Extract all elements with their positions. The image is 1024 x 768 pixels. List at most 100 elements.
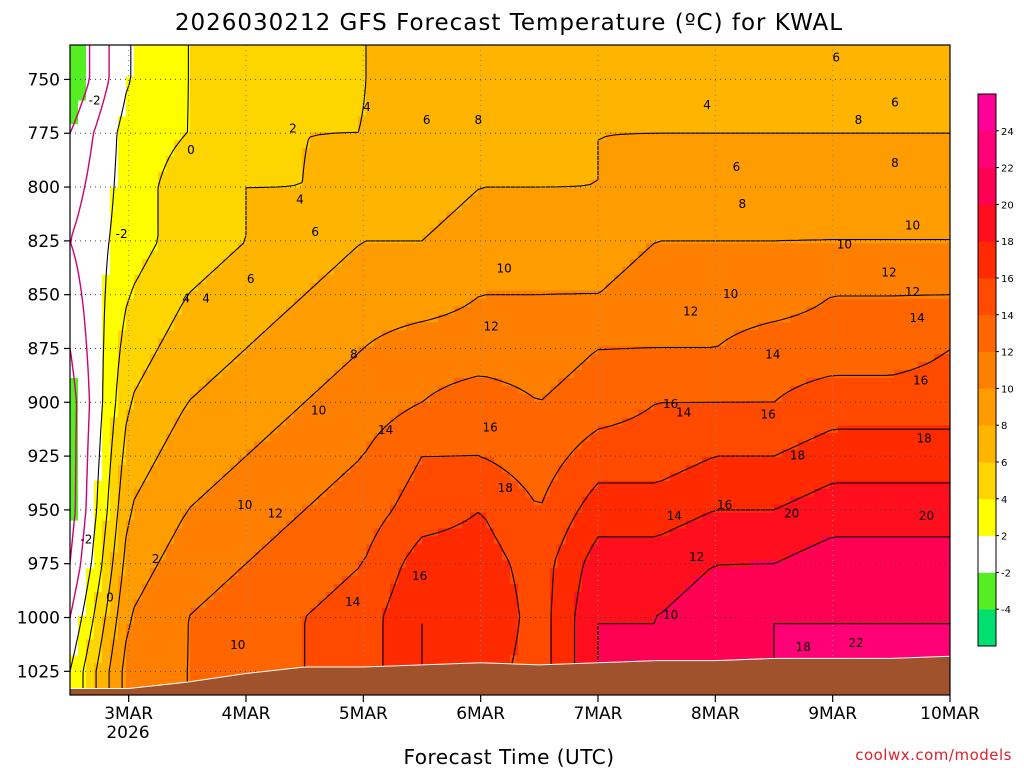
temperature-cell bbox=[94, 92, 103, 102]
temperature-cell bbox=[750, 346, 759, 355]
temperature-cell bbox=[350, 52, 359, 62]
temperature-cell bbox=[422, 362, 431, 371]
temperature-cell bbox=[814, 116, 823, 125]
temperature-cell bbox=[262, 84, 271, 94]
temperature-cell bbox=[214, 100, 223, 110]
temperature-cell bbox=[246, 52, 255, 62]
temperature-cell bbox=[742, 163, 751, 173]
temperature-cell bbox=[334, 370, 343, 379]
temperature-cell bbox=[798, 282, 807, 292]
temperature-cell bbox=[654, 393, 663, 403]
temperature-cell bbox=[478, 116, 487, 125]
temperature-cell bbox=[510, 385, 519, 395]
temperature-cell bbox=[454, 179, 463, 189]
temperature-cell bbox=[518, 100, 527, 110]
temperature-cell bbox=[462, 124, 471, 133]
temperature-cell bbox=[70, 314, 79, 324]
temperature-cell bbox=[670, 179, 679, 189]
temperature-cell bbox=[878, 370, 887, 379]
temperature-cell bbox=[454, 306, 463, 316]
temperature-cell bbox=[670, 338, 679, 347]
temperature-cell bbox=[422, 60, 431, 70]
temperature-cell bbox=[894, 84, 903, 94]
temperature-cell bbox=[198, 45, 207, 54]
temperature-cell bbox=[238, 179, 247, 189]
temperature-cell bbox=[166, 179, 175, 189]
temperature-cell bbox=[134, 266, 143, 276]
temperature-cell bbox=[902, 298, 911, 308]
temperature-cell bbox=[206, 100, 215, 110]
temperature-cell bbox=[694, 60, 703, 70]
temperature-cell bbox=[830, 362, 839, 371]
temperature-cell bbox=[494, 251, 503, 260]
temperature-cell bbox=[430, 370, 439, 379]
temperature-cell bbox=[486, 298, 495, 308]
temperature-cell bbox=[742, 266, 751, 276]
temperature-cell bbox=[374, 243, 383, 252]
temperature-cell bbox=[718, 163, 727, 173]
temperature-cell bbox=[838, 179, 847, 189]
temperature-cell bbox=[830, 132, 839, 141]
temperature-cell bbox=[166, 187, 175, 197]
temperature-cell bbox=[430, 282, 439, 292]
temperature-cell bbox=[126, 243, 135, 252]
temperature-cell bbox=[830, 219, 839, 228]
temperature-cell bbox=[494, 116, 503, 125]
temperature-cell bbox=[766, 211, 775, 220]
temperature-cell bbox=[326, 92, 335, 102]
temperature-cell bbox=[718, 393, 727, 403]
temperature-cell bbox=[902, 155, 911, 165]
temperature-cell bbox=[582, 235, 591, 244]
temperature-cell bbox=[350, 251, 359, 260]
temperature-cell bbox=[606, 108, 615, 117]
temperature-cell bbox=[702, 155, 711, 165]
temperature-cell bbox=[358, 52, 367, 62]
temperature-cell bbox=[734, 60, 743, 70]
temperature-cell bbox=[318, 163, 327, 173]
temperature-cell bbox=[182, 330, 191, 339]
temperature-cell bbox=[270, 314, 279, 324]
temperature-cell bbox=[78, 370, 87, 379]
temperature-cell bbox=[134, 195, 143, 205]
temperature-cell bbox=[278, 116, 287, 125]
temperature-cell bbox=[886, 163, 895, 173]
temperature-cell bbox=[678, 282, 687, 292]
temperature-cell bbox=[758, 124, 767, 133]
temperature-cell bbox=[94, 243, 103, 252]
temperature-cell bbox=[774, 187, 783, 197]
temperature-cell bbox=[582, 84, 591, 94]
temperature-cell bbox=[398, 124, 407, 133]
temperature-cell bbox=[566, 266, 575, 276]
temperature-cell bbox=[654, 282, 663, 292]
temperature-cell bbox=[822, 132, 831, 141]
temperature-cell bbox=[886, 148, 895, 157]
temperature-cell bbox=[774, 108, 783, 117]
temperature-cell bbox=[942, 385, 950, 395]
temperature-cell bbox=[86, 219, 95, 228]
temperature-cell bbox=[790, 290, 799, 300]
temperature-cell bbox=[286, 330, 295, 339]
temperature-cell bbox=[926, 298, 935, 308]
temperature-cell bbox=[606, 346, 615, 355]
temperature-cell bbox=[902, 266, 911, 276]
temperature-cell bbox=[758, 76, 767, 86]
temperature-cell bbox=[374, 148, 383, 157]
temperature-cell bbox=[366, 362, 375, 371]
temperature-cell bbox=[110, 274, 119, 284]
temperature-cell bbox=[438, 132, 447, 141]
temperature-cell bbox=[422, 401, 431, 411]
temperature-cell bbox=[510, 298, 519, 308]
temperature-cell bbox=[246, 401, 255, 411]
temperature-cell bbox=[454, 274, 463, 284]
temperature-cell bbox=[638, 377, 647, 387]
temperature-cell bbox=[574, 282, 583, 292]
temperature-cell bbox=[750, 76, 759, 86]
temperature-cell bbox=[390, 76, 399, 86]
temperature-cell bbox=[686, 155, 695, 165]
temperature-cell bbox=[654, 259, 663, 268]
temperature-cell bbox=[678, 346, 687, 355]
temperature-cell bbox=[102, 377, 111, 387]
temperature-cell bbox=[654, 274, 663, 284]
temperature-cell bbox=[390, 219, 399, 228]
temperature-cell bbox=[398, 155, 407, 165]
